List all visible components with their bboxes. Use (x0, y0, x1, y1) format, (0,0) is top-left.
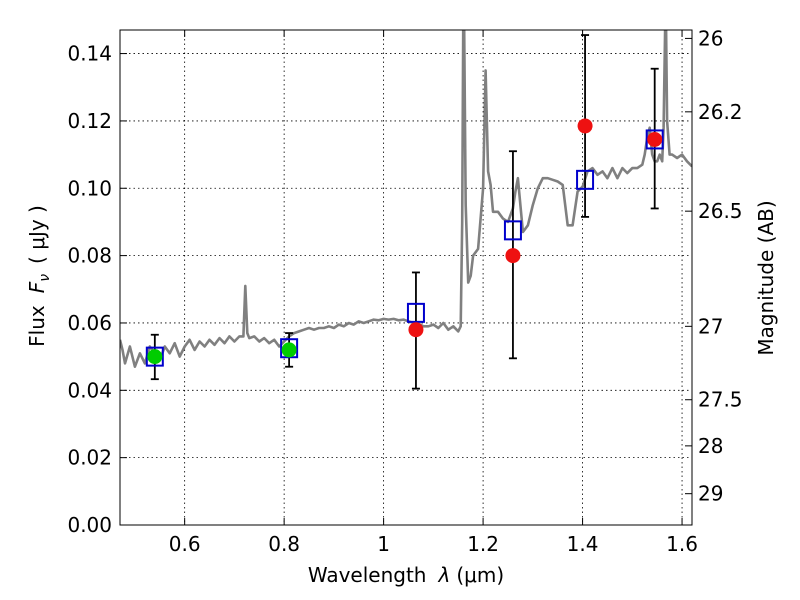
plot-frame (119, 29, 693, 526)
x-tick-label: 1.6 (666, 532, 698, 556)
y-tick-label: 0.08 (67, 244, 112, 268)
y2-tick-label: 26.5 (698, 199, 743, 223)
plot-area (120, 30, 692, 390)
y-tick-label: 0.00 (67, 513, 112, 537)
grid (120, 30, 692, 526)
y-tick-label: 0.10 (67, 176, 112, 200)
detection-point (505, 248, 521, 264)
model-photometry-square (645, 129, 664, 150)
model-photometry-square (406, 302, 425, 323)
y2-tick-label: 28 (698, 434, 723, 458)
y-tick-label: 0.02 (67, 446, 112, 470)
y2-tick-label: 26.2 (698, 100, 743, 124)
x-axis-label: Wavelength λ (μm) (308, 563, 504, 587)
detection-point (147, 349, 163, 365)
y-tick-label: 0.06 (67, 311, 112, 335)
y-axis-label: FluxFν( μJy ) (25, 205, 53, 347)
x-tick-label: 1.4 (567, 532, 599, 556)
x-tick-label: 0.8 (268, 532, 300, 556)
x-tick-label: 0.6 (169, 532, 201, 556)
x-tick-label: 1.2 (467, 532, 499, 556)
axis-ticks: 0.6 0.8 1 1.2 1.4 1.6 0.00 0.02 0.04 0.06 0.08 0.10… (67, 26, 742, 556)
model-photometry-square (576, 169, 595, 190)
model-photometry-square (145, 346, 164, 367)
y2-tick-label: 27.5 (698, 388, 743, 412)
x-tick-label: 1 (377, 532, 390, 556)
y-tick-label: 0.04 (67, 378, 112, 402)
y-tick-label: 0.12 (67, 109, 112, 133)
model-photometry-square (503, 220, 522, 241)
y2-tick-label: 29 (698, 482, 723, 506)
detection-point (281, 342, 297, 358)
y2-tick-label: 26 (698, 26, 723, 50)
y2-tick-label: 27 (698, 314, 723, 338)
y2-axis-label: Magnitude (AB) (754, 200, 778, 355)
detection-point (577, 118, 593, 134)
detection-point (647, 131, 663, 147)
y-tick-label: 0.14 (67, 42, 112, 66)
detection-point (408, 322, 424, 338)
spectrum-line (120, 30, 692, 369)
